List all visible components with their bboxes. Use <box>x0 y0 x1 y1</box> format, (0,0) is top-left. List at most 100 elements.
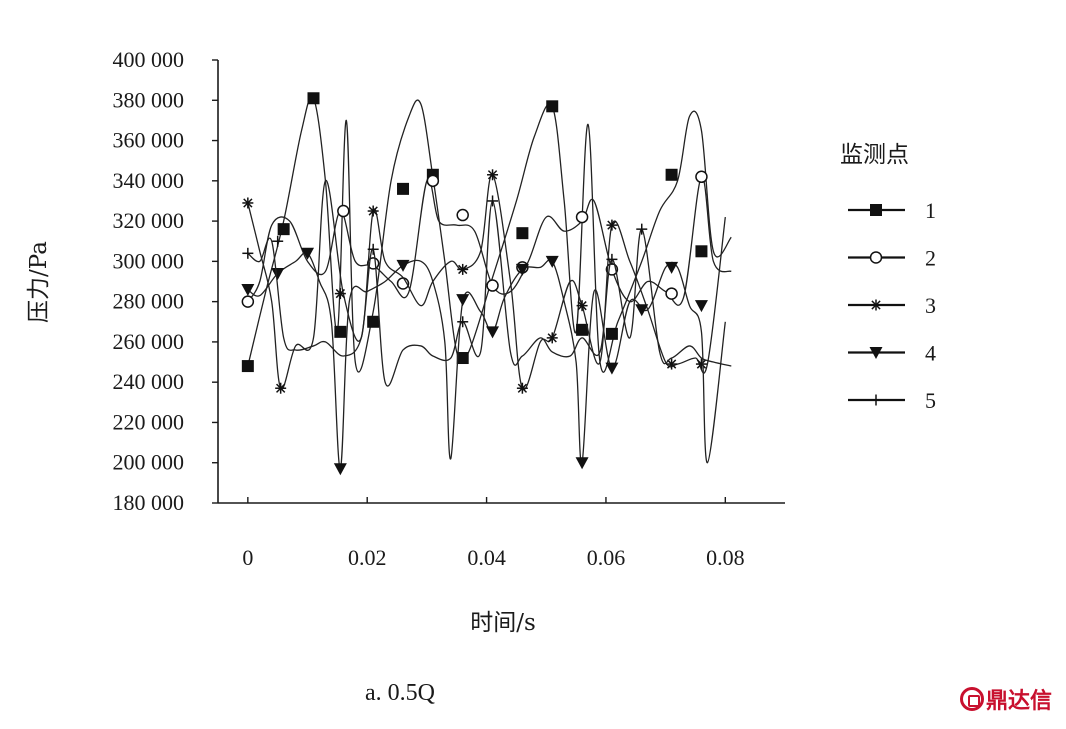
legend-label: 4 <box>925 341 936 366</box>
figure-caption: a. 0.5Q <box>365 680 435 706</box>
legend-label: 3 <box>925 293 936 318</box>
data-point <box>242 197 254 209</box>
series-5 <box>242 195 732 387</box>
legend-label: 5 <box>925 388 936 413</box>
y-tick-label: 280 000 <box>113 289 185 314</box>
data-point <box>665 287 678 300</box>
data-point <box>275 382 287 394</box>
data-point <box>695 170 708 184</box>
data-point <box>635 304 649 317</box>
data-point <box>426 174 440 188</box>
legend-marker <box>870 204 882 216</box>
data-point <box>457 263 469 275</box>
series-1 <box>241 92 732 373</box>
data-point <box>367 243 379 255</box>
legend-label: 2 <box>925 246 936 271</box>
data-point <box>397 182 410 195</box>
data-point <box>575 457 589 470</box>
data-point <box>605 327 618 340</box>
data-point <box>666 358 678 370</box>
legend-title: 监测点 <box>840 142 909 168</box>
data-point <box>606 253 618 265</box>
x-axis-title: 时间/s <box>470 610 536 636</box>
data-point <box>301 247 315 260</box>
data-point <box>456 352 469 365</box>
legend-marker <box>869 251 883 264</box>
data-point <box>546 100 559 113</box>
y-tick-label: 320 000 <box>113 208 185 233</box>
data-point <box>695 358 707 370</box>
legend-item-4: 4 <box>848 341 936 366</box>
data-point <box>241 295 255 308</box>
data-point <box>486 279 499 292</box>
logo: 鼎达信 <box>959 683 1052 715</box>
data-point <box>272 235 284 247</box>
data-point <box>307 92 320 105</box>
y-tick-label: 340 000 <box>113 168 185 193</box>
data-point <box>546 332 558 344</box>
legend-marker <box>870 299 882 311</box>
plot-area <box>241 92 732 476</box>
data-point <box>487 195 499 207</box>
data-point <box>396 259 410 272</box>
data-point <box>665 261 679 274</box>
data-point <box>271 267 285 280</box>
legend-item-5: 5 <box>848 388 936 413</box>
data-point <box>636 223 648 235</box>
x-tick-label: 0 <box>242 545 253 570</box>
legend-label: 1 <box>925 198 936 223</box>
x-tick-label: 0.06 <box>587 545 626 570</box>
legend-marker <box>870 394 882 406</box>
data-point <box>606 219 618 231</box>
data-point <box>545 255 559 268</box>
data-point <box>515 263 529 276</box>
data-point <box>516 227 529 240</box>
data-point <box>456 294 470 307</box>
data-point <box>456 208 469 222</box>
legend-item-1: 1 <box>848 198 936 223</box>
y-tick-label: 220 000 <box>113 409 185 434</box>
data-point <box>277 223 290 236</box>
y-tick-label: 180 000 <box>113 490 185 515</box>
axes: 180 000 200 000 220 000 240 000 260 000 280 0… <box>113 47 785 570</box>
data-point <box>337 204 350 218</box>
y-tick-label: 360 000 <box>113 128 185 153</box>
x-tick-label: 0.02 <box>348 545 387 570</box>
logo-text: 鼎达信 <box>985 689 1052 714</box>
series-4 <box>241 247 726 476</box>
legend-item-3: 3 <box>848 293 936 318</box>
data-point <box>486 326 500 339</box>
data-point <box>487 169 499 181</box>
data-point <box>242 247 254 259</box>
legend: 监测点 1 2 3 4 5 <box>840 142 936 413</box>
series-3 <box>242 169 726 394</box>
legend-marker <box>869 347 883 359</box>
data-point <box>694 300 708 313</box>
data-point <box>576 300 588 312</box>
data-point <box>367 315 380 328</box>
data-point <box>241 284 255 297</box>
data-point <box>695 245 708 258</box>
data-point <box>334 288 346 300</box>
data-point <box>575 210 589 224</box>
y-tick-label: 200 000 <box>113 450 185 475</box>
y-axis-title: 压力/Pa <box>26 241 52 323</box>
y-tick-label: 260 000 <box>113 329 185 354</box>
data-point <box>665 168 678 181</box>
data-point <box>334 325 347 338</box>
series-line-3 <box>247 174 726 391</box>
data-point <box>516 382 528 394</box>
data-point <box>333 463 347 476</box>
legend-item-2: 2 <box>848 246 936 271</box>
y-tick-label: 380 000 <box>113 87 185 112</box>
series-line-5 <box>247 200 732 387</box>
data-point <box>605 362 619 375</box>
data-point <box>457 316 469 328</box>
logo-mark-icon <box>959 687 984 711</box>
x-tick-label: 0.08 <box>706 545 745 570</box>
x-tick-label: 0.04 <box>467 545 506 570</box>
y-tick-label: 300 000 <box>113 248 185 273</box>
data-point <box>241 360 254 373</box>
y-tick-label: 240 000 <box>113 369 185 394</box>
